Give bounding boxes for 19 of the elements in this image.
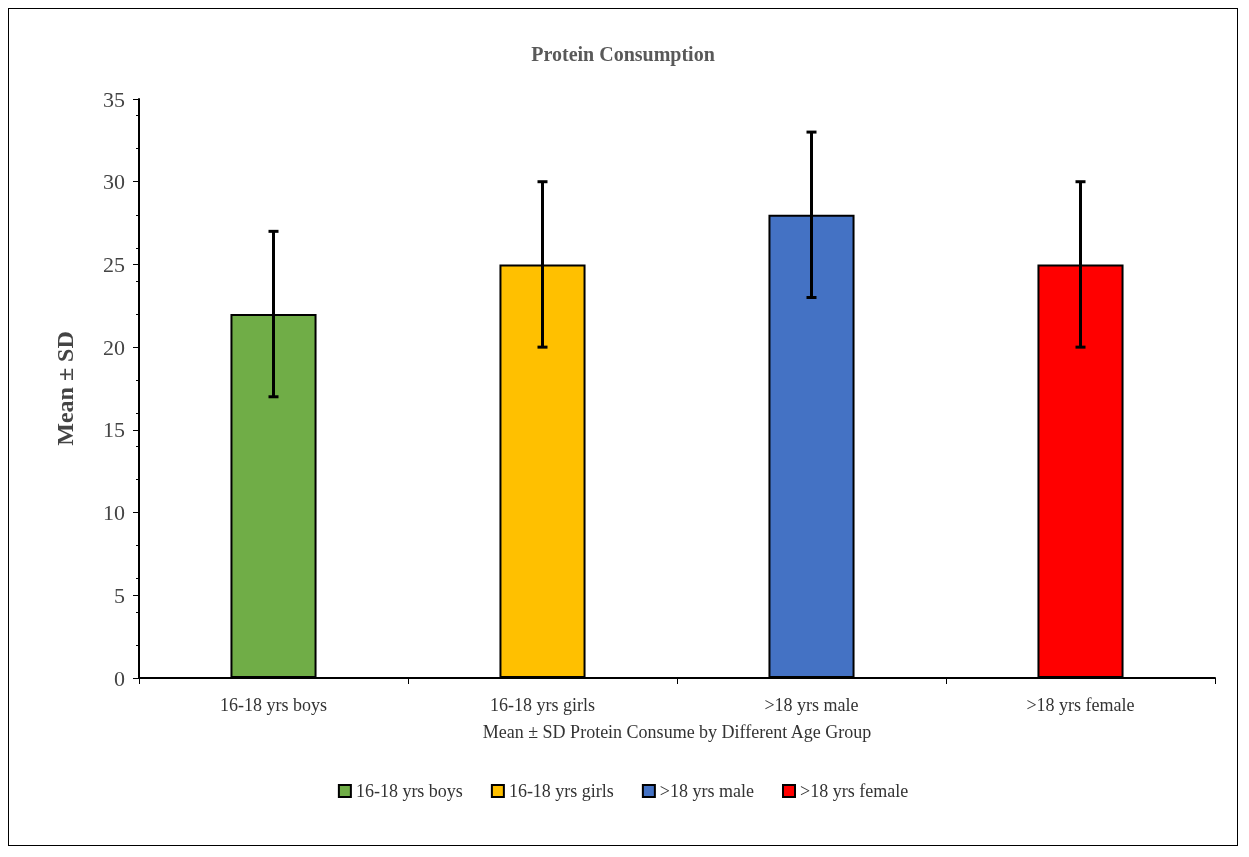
y-tick-label: 0 — [114, 665, 125, 691]
legend-label: 16-18 yrs boys — [355, 781, 463, 801]
y-tick-label: 20 — [103, 334, 125, 360]
legend-label: >18 yrs female — [800, 781, 909, 801]
chart-title: Protein Consumption — [531, 43, 715, 66]
y-tick-label: 15 — [103, 417, 125, 443]
x-tick-label: 16-18 yrs girls — [490, 695, 595, 715]
y-tick-label: 10 — [103, 500, 125, 526]
legend-label: >18 yrs male — [659, 781, 755, 801]
x-axis-title: Mean ± SD Protein Consume by Different Age Group — [482, 722, 872, 742]
x-tick-label: >18 yrs male — [764, 695, 859, 715]
y-axis-title: Mean ± SD — [52, 331, 78, 446]
x-tick-label: >18 yrs female — [1026, 695, 1135, 715]
y-tick-label: 25 — [103, 251, 125, 277]
y-tick-label: 35 — [103, 86, 125, 112]
legend-label: 16-18 yrs girls — [508, 781, 614, 801]
y-tick-label: 30 — [103, 169, 125, 195]
x-tick-label: 16-18 yrs boys — [220, 695, 327, 715]
y-tick-label: 5 — [114, 582, 125, 608]
